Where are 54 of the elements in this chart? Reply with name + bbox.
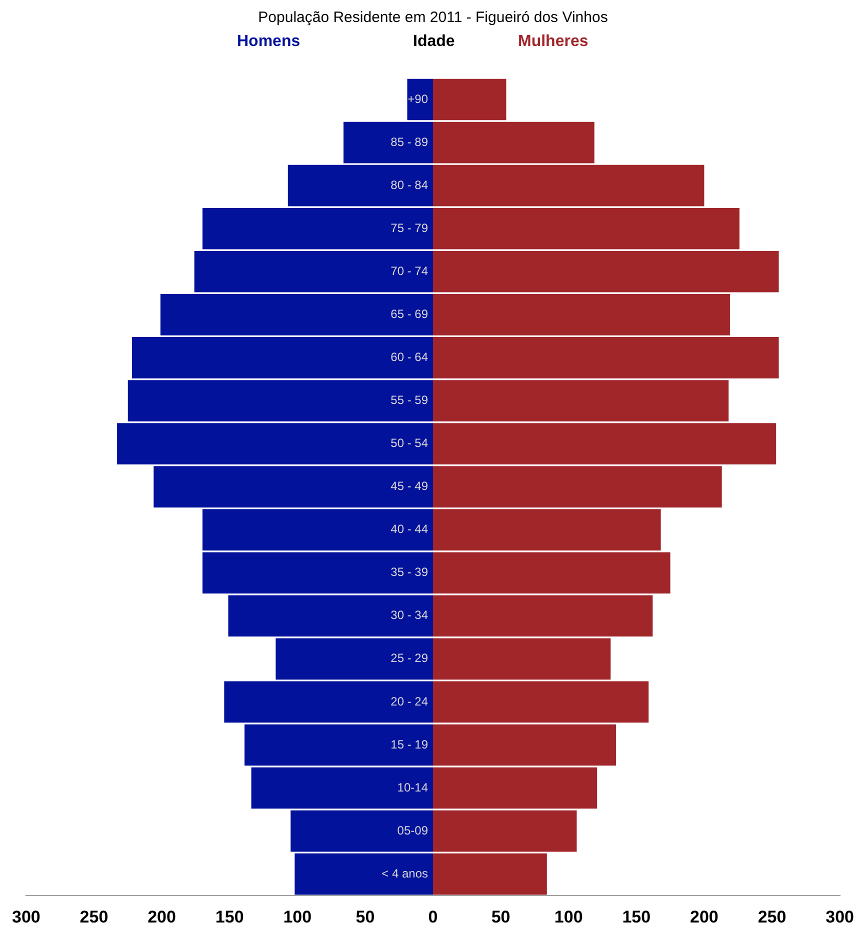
y-tick-label: 30 - 34: [390, 608, 428, 622]
x-tick-label: 300: [12, 907, 40, 926]
bar: [433, 78, 506, 120]
bar: [433, 724, 616, 766]
x-tick-label: 50: [356, 907, 375, 926]
bar: [407, 78, 433, 120]
y-tick-label: 25 - 29: [390, 651, 428, 666]
y-tick-label: 45 - 49: [390, 479, 428, 494]
bar: [433, 853, 547, 895]
y-tick-label: 20 - 24: [390, 694, 428, 708]
y-tick-label: 15 - 19: [390, 737, 428, 752]
bar: [276, 638, 433, 680]
bar: [288, 164, 433, 206]
x-tick-label: 250: [80, 907, 108, 926]
x-tick-label: 200: [148, 907, 176, 926]
text: Homens: [237, 33, 300, 51]
bar: [290, 810, 433, 852]
y-tick-label: 40 - 44: [390, 522, 428, 536]
bar: [433, 810, 577, 852]
y-tick-label: 60 - 64: [390, 350, 428, 364]
y-axis-title: Idade: [413, 33, 455, 51]
x-tick-label: 150: [622, 907, 651, 926]
y-tick-label: < 4 anos: [382, 866, 428, 880]
y-tick-label: +90: [408, 92, 428, 106]
y-tick-label: 10-14: [397, 780, 428, 794]
y-tick-label: 80 - 84: [390, 178, 428, 192]
bar: [433, 122, 594, 164]
bar: [224, 681, 433, 723]
y-tick-label: 75 - 79: [390, 220, 428, 235]
bar: [244, 724, 433, 766]
x-tick-label: 50: [491, 907, 510, 926]
series-label: Mulheres: [518, 33, 588, 51]
x-tick-label: 100: [283, 907, 312, 926]
y-tick-label: 55 - 59: [390, 393, 428, 408]
x-tick-label: 200: [690, 907, 718, 926]
x-tick-label: 250: [758, 907, 786, 926]
x-tick-label: 150: [215, 907, 244, 926]
y-tick-label: 85 - 89: [390, 134, 428, 149]
bar: [251, 767, 433, 809]
chart-title: População Residente em 2011 - Figueiró dos Vinhos: [257, 9, 609, 26]
x-tick-label: 300: [826, 907, 854, 926]
y-tick-label: 50 - 54: [390, 436, 428, 450]
x-tick-label: 0: [428, 907, 438, 926]
bar: [344, 122, 433, 164]
bar: [433, 638, 611, 680]
y-tick-label: 05-09: [397, 823, 428, 838]
bar: [294, 853, 433, 895]
y-tick-label: 70 - 74: [390, 264, 428, 278]
x-tick-label: 100: [554, 907, 583, 926]
y-tick-label: 35 - 39: [390, 565, 428, 580]
y-tick-label: 65 - 69: [390, 306, 428, 321]
bar: [433, 767, 598, 809]
bar: [433, 681, 649, 723]
bar: [433, 164, 704, 206]
